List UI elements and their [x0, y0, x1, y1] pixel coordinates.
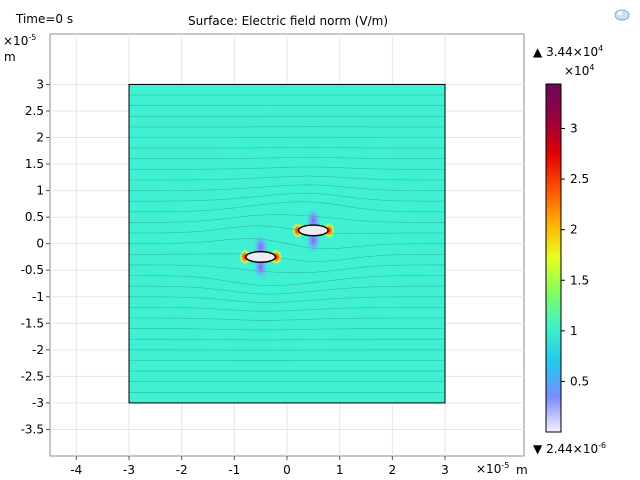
time-label: Time=0 s: [16, 12, 74, 26]
y-tick-label: -3.5: [21, 422, 44, 436]
high-field-tip: [291, 221, 305, 239]
high-field-tip: [269, 248, 283, 266]
y-tick-label: -1.5: [21, 316, 44, 330]
y-tick-label: 1: [36, 184, 44, 198]
y-tick-label: -1: [32, 290, 44, 304]
streamline: [129, 253, 445, 262]
y-tick-label: 3: [36, 77, 44, 91]
streamline: [129, 225, 445, 234]
streamline: [129, 166, 445, 170]
y-exponent-label: ×10-5: [3, 33, 37, 48]
x-tick-label: -3: [123, 463, 135, 477]
streamline: [129, 147, 445, 149]
colorbar-tick-label: 1: [570, 324, 578, 338]
colorbar-max-label: ▲ 3.44×104: [533, 44, 604, 59]
streamline: [129, 328, 445, 331]
x-tick-label: 2: [389, 463, 397, 477]
y-tick-label: -2.5: [21, 369, 44, 383]
y-tick-label: 0: [36, 237, 44, 251]
high-field-tip: [238, 248, 252, 266]
max-marker-icon: ▲: [533, 45, 543, 59]
streamline: [129, 338, 445, 341]
y-unit-label: m: [4, 50, 16, 64]
y-tick-label: 2.5: [25, 104, 44, 118]
streamline: [129, 264, 445, 273]
x-tick-label: 3: [441, 463, 449, 477]
pin-icon[interactable]: [613, 6, 631, 22]
streamline: [129, 201, 445, 213]
colorbar-tick-label: 0.5: [570, 374, 589, 388]
colorbar-tick-label: 2.5: [570, 172, 589, 186]
domain-border: [128, 83, 446, 404]
y-tick-label: 0.5: [25, 210, 44, 224]
y-tick-label: 1.5: [25, 157, 44, 171]
x-tick-label: 0: [283, 463, 291, 477]
plot-title: Surface: Electric field norm (V/m): [188, 14, 389, 28]
streamline: [129, 214, 445, 223]
streamline: [129, 296, 445, 303]
streamline: [129, 193, 445, 202]
streamline: [129, 238, 445, 249]
y-tick-label: 2: [36, 131, 44, 145]
x-tick-label: -2: [176, 463, 188, 477]
colorbar-min-label: ▼ 2.44×10-6: [533, 441, 607, 456]
colorbar-tick-label: 3: [570, 122, 578, 136]
x-tick-label: -4: [70, 463, 82, 477]
colorbar-scale-label: ×104: [564, 63, 595, 78]
x-tick-label: -1: [228, 463, 240, 477]
colorbar-gradient: [545, 83, 562, 433]
streamline: [129, 307, 445, 312]
min-marker-icon: ▼: [533, 442, 543, 456]
inclusion-ellipse: [245, 250, 277, 263]
inclusion-ellipse: [297, 224, 329, 237]
x-tick-label: 1: [336, 463, 344, 477]
y-tick-label: -2: [32, 343, 44, 357]
streamline: [129, 275, 445, 286]
streamline: [129, 184, 445, 191]
streamline: [129, 157, 445, 159]
streamline: [129, 175, 445, 181]
streamline: [129, 317, 445, 321]
streamline: [129, 285, 445, 295]
high-field-tip: [322, 221, 336, 239]
colorbar-tick-label: 2: [570, 223, 578, 237]
y-tick-label: -3: [32, 396, 44, 410]
colorbar-tick-label: 1.5: [570, 273, 589, 287]
x-unit-label: m: [516, 463, 528, 477]
x-exponent-label: ×10-5: [476, 461, 510, 476]
y-tick-label: -0.5: [21, 263, 44, 277]
